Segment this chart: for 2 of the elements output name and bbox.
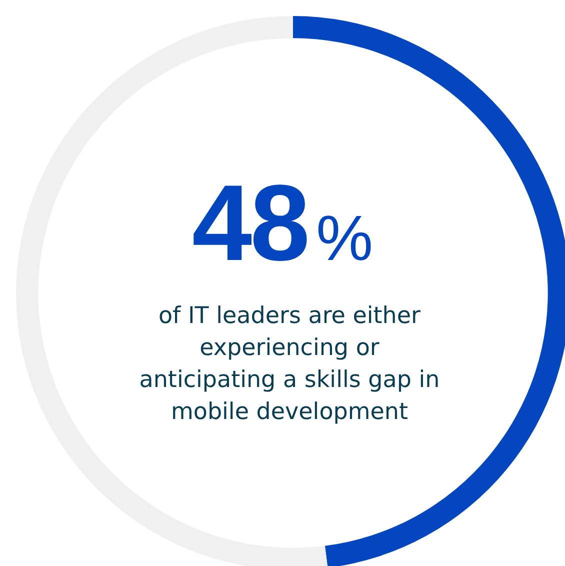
text: of IT leaders are either experiencing or anticipating a skills gap in mobile development <box>138 302 441 427</box>
data-label: 48% <box>192 162 374 283</box>
